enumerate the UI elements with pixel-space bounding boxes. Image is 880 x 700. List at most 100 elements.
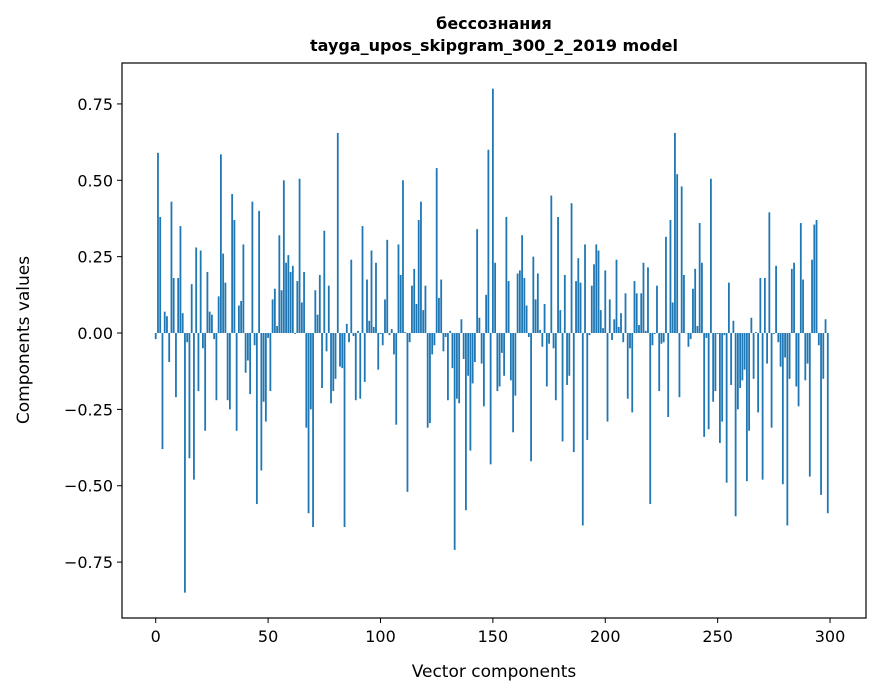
bar (173, 278, 175, 333)
bar (269, 333, 271, 391)
bar (238, 306, 240, 333)
bar (777, 333, 779, 342)
bar (211, 315, 213, 333)
bar (773, 333, 775, 334)
bar (822, 333, 824, 379)
bar (816, 220, 818, 333)
bar (638, 325, 640, 333)
bar (474, 333, 476, 362)
bar (294, 333, 296, 334)
bar (413, 269, 415, 333)
bar (786, 333, 788, 525)
bar (272, 299, 274, 333)
bar (607, 333, 609, 422)
bar (296, 281, 298, 333)
bar (411, 286, 413, 333)
bar (389, 333, 391, 335)
bar (404, 332, 406, 333)
bar (645, 331, 647, 333)
bar (618, 327, 620, 333)
bar (804, 333, 806, 380)
bar (299, 179, 301, 333)
bar (827, 333, 829, 513)
bar (227, 333, 229, 400)
bar (811, 260, 813, 333)
bar (712, 333, 714, 402)
x-tick-label: 100 (365, 627, 396, 646)
bar (362, 226, 364, 333)
bar (469, 333, 471, 451)
bar (818, 333, 820, 345)
bar (741, 333, 743, 380)
bar (418, 220, 420, 333)
bar (521, 235, 523, 333)
bar (458, 333, 460, 403)
bar (629, 333, 631, 348)
bar (427, 333, 429, 428)
bar (755, 332, 757, 333)
bar (328, 286, 330, 333)
bar (355, 333, 357, 400)
bar (463, 333, 465, 359)
bar (461, 319, 463, 333)
bar (681, 186, 683, 333)
bar (233, 220, 235, 333)
bar (449, 331, 451, 333)
chart-title: бессознания (436, 14, 552, 33)
bar (337, 133, 339, 333)
bar (171, 202, 173, 333)
bar (357, 331, 359, 333)
bar (339, 333, 341, 367)
bar (692, 289, 694, 333)
bar (200, 251, 202, 333)
bar (285, 263, 287, 333)
bar (706, 333, 708, 338)
bar (658, 333, 660, 391)
bar (537, 273, 539, 333)
bar (699, 223, 701, 333)
bar (501, 333, 503, 353)
bar (263, 333, 265, 402)
bar (593, 264, 595, 333)
bar (732, 321, 734, 333)
bar (380, 333, 382, 334)
bar (193, 333, 195, 480)
bar (218, 296, 220, 333)
bar (256, 333, 258, 504)
bar (654, 333, 656, 334)
bar (510, 333, 512, 380)
bar (429, 333, 431, 423)
bar (503, 333, 505, 376)
bar (820, 333, 822, 495)
bar (260, 333, 262, 470)
bar (312, 333, 314, 527)
bar (748, 333, 750, 431)
x-axis-label: Vector components (412, 662, 577, 682)
x-tick-label: 300 (815, 627, 846, 646)
bar (768, 212, 770, 333)
x-tick-label: 50 (258, 627, 278, 646)
bar (384, 299, 386, 333)
bar (584, 244, 586, 333)
bar (157, 153, 159, 333)
bar (523, 278, 525, 333)
bar (634, 281, 636, 333)
bar (721, 333, 723, 422)
bar (247, 333, 249, 360)
y-tick-label: −0.25 (64, 400, 113, 419)
bar (402, 180, 404, 333)
bar (514, 333, 516, 396)
bar (341, 333, 343, 368)
bar (274, 289, 276, 333)
chart-subtitle: tayga_upos_skipgram_300_2_2019 model (310, 36, 678, 55)
bar (640, 293, 642, 333)
bar (301, 302, 303, 333)
bar (454, 333, 456, 550)
bar (456, 333, 458, 399)
bar (667, 333, 669, 417)
bar (807, 333, 809, 364)
bar (759, 278, 761, 333)
bar (177, 278, 179, 333)
bar (281, 290, 283, 333)
